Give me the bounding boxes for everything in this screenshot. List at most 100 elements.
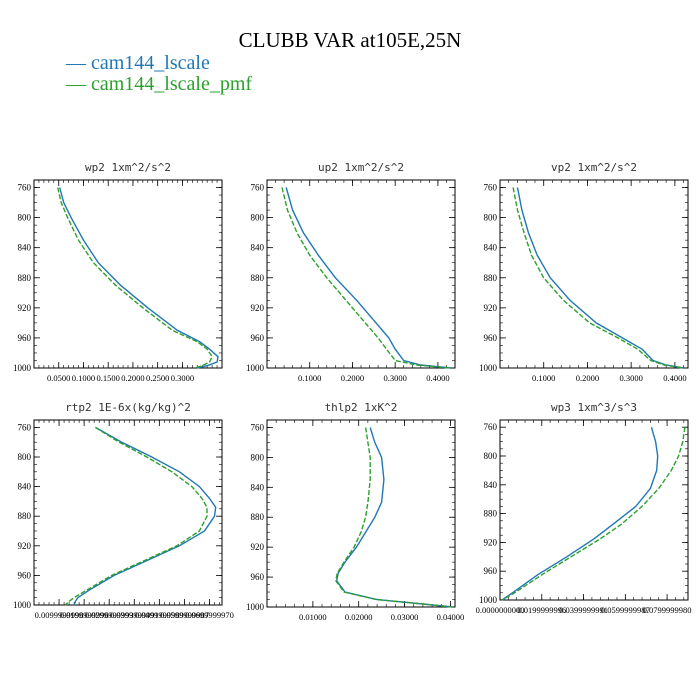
- y-tick-label: 1000: [479, 363, 498, 373]
- x-tick-label: 0.1000: [72, 373, 95, 383]
- x-tick-label: 0.0399999991: [559, 605, 608, 615]
- y-tick-label: 880: [251, 273, 265, 283]
- series-line-cam144_lscale_pmf: [281, 187, 451, 369]
- x-tick-label: 0.0799999980: [643, 605, 692, 615]
- x-tick-label: 0.0599999987: [601, 605, 650, 615]
- y-tick-label: 920: [484, 537, 498, 547]
- y-tick-label: 960: [484, 566, 498, 576]
- series-line-cam144_lscale_pmf: [335, 427, 453, 608]
- y-tick-label: 1000: [246, 602, 265, 612]
- y-tick-label: 1000: [479, 595, 498, 605]
- x-tick-label: 0.01000: [299, 612, 327, 622]
- plot-frame: [499, 419, 689, 601]
- figure-title: CLUBB VAR at105E,25N: [238, 28, 462, 52]
- legend-swatch-lscale-pmf: —: [66, 73, 91, 95]
- y-tick-label: 920: [251, 542, 265, 552]
- y-tick-label: 880: [484, 509, 498, 519]
- plot-title: rtp2 1E-6x(kg/kg)^2: [65, 401, 191, 414]
- plot-title: wp3 1xm^3/s^3: [551, 401, 637, 414]
- x-tick-label: 0.1000: [532, 373, 555, 383]
- x-tick-label: 0.0599999987: [160, 610, 209, 620]
- plot-frame: [33, 419, 223, 606]
- y-tick-label: 840: [484, 480, 498, 490]
- x-tick-label: 0.0499999989: [135, 610, 184, 620]
- y-tick-label: 920: [18, 303, 32, 313]
- plot-title: up2 1xm^2/s^2: [318, 161, 404, 174]
- y-tick-label: 960: [251, 572, 265, 582]
- series-line-cam144_lscale_pmf: [57, 187, 213, 369]
- y-tick-label: 880: [251, 512, 265, 522]
- y-tick-label: 800: [251, 452, 265, 462]
- legend-label-lscale-pmf: cam144_lscale_pmf: [91, 73, 253, 95]
- x-tick-label: 0.0699999970: [185, 610, 234, 620]
- chart-panel-1: up2 1xm^2/s^2 760 800 840 880 920 960 1000 0.100…: [246, 161, 456, 383]
- y-tick-label: 880: [484, 273, 498, 283]
- y-tick-label: 760: [484, 422, 498, 432]
- chart-panel-0: wp2 1xm^2/s^2 760 800 840 880 920 960 1000 0.050…: [13, 161, 223, 383]
- y-tick-label: 800: [251, 213, 265, 223]
- x-tick-label: 0.1000: [298, 373, 321, 383]
- y-tick-label: 800: [18, 213, 32, 223]
- chart-panel-3: rtp2 1E-6x(kg/kg)^2 760 800 840 880 920 960 100…: [13, 401, 234, 620]
- x-tick-label: 0.0000000000: [476, 605, 525, 615]
- x-tick-label: 0.3000: [619, 373, 642, 383]
- y-tick-label: 840: [251, 482, 265, 492]
- x-tick-label: 0.2000: [341, 373, 364, 383]
- x-tick-label: 0.3000: [171, 373, 194, 383]
- y-tick-label: 960: [18, 333, 32, 343]
- y-tick-label: 800: [18, 452, 32, 462]
- x-tick-label: 0.04000: [437, 612, 465, 622]
- y-tick-label: 880: [18, 511, 32, 521]
- y-tick-label: 840: [484, 243, 498, 253]
- x-tick-label: 0.4000: [663, 373, 686, 383]
- y-tick-label: 760: [251, 183, 265, 193]
- legend-label-lscale: cam144_lscale: [91, 52, 210, 74]
- y-tick-label: 840: [18, 243, 32, 253]
- x-tick-label: 0.3000: [383, 373, 406, 383]
- legend-item-lscale: — cam144_lscale: [66, 52, 210, 75]
- x-tick-label: 0.1500: [97, 373, 120, 383]
- x-tick-label: 0.2000: [121, 373, 144, 383]
- y-tick-label: 800: [484, 451, 498, 461]
- y-tick-label: 800: [484, 213, 498, 223]
- x-tick-label: 0.2500: [146, 373, 169, 383]
- series-line-cam144_lscale: [516, 187, 684, 369]
- y-tick-label: 760: [251, 422, 265, 432]
- x-tick-label: 0.0399999991: [110, 610, 159, 620]
- series-line-cam144_lscale: [73, 426, 217, 606]
- y-tick-label: 960: [484, 333, 498, 343]
- series-line-cam144_lscale: [59, 187, 219, 369]
- y-tick-label: 920: [251, 303, 265, 313]
- y-tick-label: 1000: [246, 363, 265, 373]
- x-tick-label: 0.0500: [47, 373, 70, 383]
- series-line-cam144_lscale_pmf: [501, 427, 686, 601]
- x-tick-label: 0.0299999993: [85, 610, 134, 620]
- y-tick-label: 920: [484, 303, 498, 313]
- x-tick-label: 0.4000: [426, 373, 449, 383]
- plot-title: vp2 1xm^2/s^2: [551, 161, 637, 174]
- legend-swatch-lscale: —: [66, 52, 91, 74]
- series-line-cam144_lscale_pmf: [64, 426, 208, 606]
- y-tick-label: 840: [251, 243, 265, 253]
- x-tick-label: 0.0199999996: [517, 605, 566, 615]
- plot-frame: [499, 179, 689, 369]
- series-line-cam144_lscale_pmf: [512, 187, 684, 369]
- y-tick-label: 1000: [13, 363, 32, 373]
- y-tick-label: 1000: [13, 600, 32, 610]
- plot-title: wp2 1xm^2/s^2: [85, 161, 171, 174]
- y-tick-label: 760: [484, 183, 498, 193]
- y-tick-label: 880: [18, 273, 32, 283]
- y-tick-label: 960: [251, 333, 265, 343]
- x-tick-label: 0.0199999996: [60, 610, 109, 620]
- chart-panel-2: vp2 1xm^2/s^2 760 800 840 880 920 960 1000 0.100…: [479, 161, 689, 383]
- chart-panel-4: thlp2 1xK^2 760 800 840 880 920 960 1000 0.01000…: [246, 401, 464, 622]
- y-tick-label: 920: [18, 541, 32, 551]
- plot-frame: [266, 179, 456, 369]
- series-line-cam144_lscale: [501, 427, 659, 601]
- legend-item-lscale-pmf: — cam144_lscale_pmf: [66, 73, 252, 96]
- series-line-cam144_lscale: [285, 187, 451, 369]
- y-tick-label: 760: [18, 183, 32, 193]
- y-tick-label: 760: [18, 422, 32, 432]
- plot-title: thlp2 1xK^2: [325, 401, 398, 414]
- series-line-cam144_lscale: [335, 427, 453, 608]
